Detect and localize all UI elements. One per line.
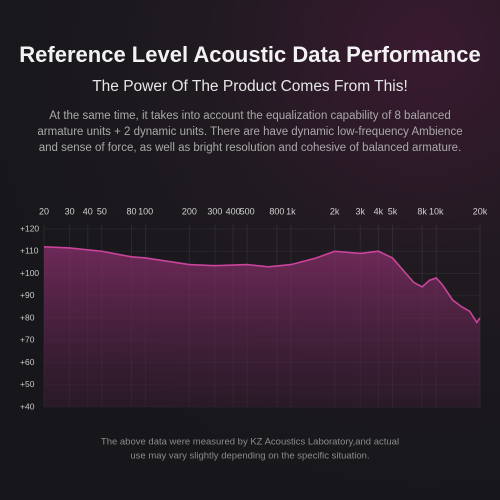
x-tick-label: 4k <box>374 206 384 216</box>
x-tick-label: 80 <box>126 206 136 216</box>
x-tick-label: 8k <box>417 206 427 216</box>
x-tick-label: 40 <box>83 206 93 216</box>
x-tick-label: 300 <box>207 206 222 216</box>
x-tick-label: 30 <box>65 206 75 216</box>
x-tick-label: 100 <box>138 206 153 216</box>
footnote-line: use may vary slightly depending on the s… <box>130 451 369 462</box>
y-tick-label: +50 <box>20 379 35 389</box>
description-line: and sense of force, as well as bright re… <box>39 142 462 154</box>
x-tick-label: 500 <box>240 206 255 216</box>
x-tick-label: 20k <box>473 206 488 216</box>
chart-subtitle: The Power Of The Product Comes From This… <box>92 78 408 95</box>
description: At the same time, it takes into account … <box>37 110 462 154</box>
description-line: armature units + 2 dynamic units. There … <box>37 126 462 138</box>
x-tick-label: 2k <box>330 206 340 216</box>
y-tick-label: +60 <box>20 357 35 367</box>
x-tick-label: 400 <box>226 206 241 216</box>
description-line: At the same time, it takes into account … <box>49 110 450 122</box>
x-tick-label: 3k <box>356 206 366 216</box>
y-tick-label: +80 <box>20 312 35 322</box>
footnote: The above data were measured by KZ Acous… <box>101 437 399 462</box>
footnote-line: The above data were measured by KZ Acous… <box>101 437 399 448</box>
y-tick-label: +100 <box>20 268 39 278</box>
y-tick-label: +40 <box>20 401 35 411</box>
line <box>43 246 481 324</box>
x-tick-label: 5k <box>388 206 398 216</box>
plot: 20 30 40 50 80 100 200 300 400 500 800 1k 2k 3k 4k 5k 8k… <box>20 206 488 411</box>
x-tick-label: 10k <box>429 206 444 216</box>
y-tick-label: +90 <box>20 290 35 300</box>
y-tick-label: +70 <box>20 335 35 345</box>
x-tick-label: 20 <box>39 206 49 216</box>
x-tick-label: 50 <box>97 206 107 216</box>
x-tick-label: 1k <box>286 206 296 216</box>
x-tick-label: 800 <box>269 206 284 216</box>
y-tick-label: +110 <box>20 246 39 256</box>
y-tick-label: +120 <box>20 223 39 233</box>
chart-title: Reference Level Acoustic Data Performanc… <box>19 42 480 67</box>
area-fill <box>44 246 480 407</box>
x-tick-label: 200 <box>182 206 197 216</box>
